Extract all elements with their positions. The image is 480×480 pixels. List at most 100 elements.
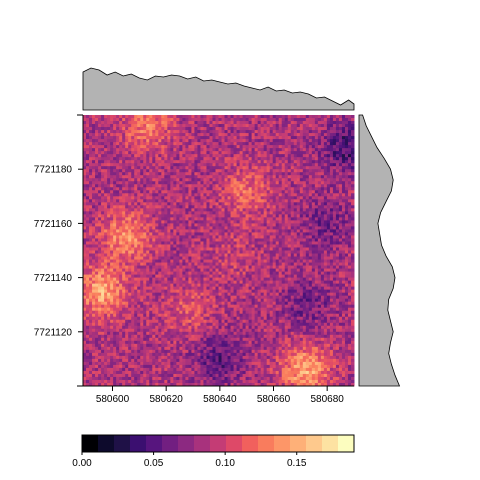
heatmap-cell — [128, 184, 132, 188]
heatmap-cell — [269, 271, 274, 276]
heatmap-cell — [173, 199, 177, 203]
heatmap-cell — [113, 187, 117, 191]
heatmap-cell — [239, 259, 244, 264]
heatmap-cell — [95, 169, 99, 173]
heatmap-cell — [149, 205, 153, 209]
heatmap-cell — [128, 277, 132, 282]
heatmap-cell — [314, 181, 319, 185]
heatmap-cell — [203, 151, 207, 155]
heatmap-cell — [230, 151, 235, 155]
heatmap-cell — [107, 229, 111, 233]
heatmap-cell — [221, 187, 226, 191]
heatmap-cell — [107, 265, 111, 270]
heatmap-cell — [269, 274, 274, 279]
heatmap-cell — [344, 166, 349, 170]
heatmap-cell — [131, 232, 135, 236]
heatmap-cell — [92, 160, 96, 164]
heatmap-cell — [335, 253, 340, 258]
heatmap-cell — [128, 250, 132, 255]
heatmap-cell — [266, 208, 271, 212]
heatmap-cell — [89, 160, 93, 164]
heatmap-cell — [236, 115, 241, 119]
heatmap-cell — [338, 118, 343, 122]
heatmap-cell — [83, 127, 87, 131]
heatmap-cell — [134, 199, 138, 203]
heatmap-cell — [158, 232, 162, 236]
heatmap-cell — [248, 220, 253, 224]
heatmap-cell — [92, 163, 96, 167]
heatmap-cell — [242, 121, 247, 125]
heatmap-cell — [281, 241, 286, 245]
heatmap-cell — [254, 256, 259, 261]
heatmap-cell — [122, 199, 126, 203]
heatmap-cell — [143, 214, 147, 218]
heatmap-cell — [281, 208, 286, 212]
heatmap-cell — [188, 145, 192, 149]
heatmap-cell — [329, 127, 334, 131]
heatmap-cell — [236, 208, 241, 212]
heatmap-cell — [173, 256, 177, 261]
heatmap-cell — [272, 226, 277, 230]
heatmap-cell — [107, 121, 111, 125]
heatmap-cell — [92, 133, 96, 137]
heatmap-cell — [230, 121, 235, 125]
heatmap-cell — [251, 157, 256, 161]
heatmap-cell — [170, 265, 174, 270]
heatmap-cell — [206, 265, 210, 270]
heatmap-cell — [284, 202, 289, 206]
heatmap-cell — [263, 193, 268, 197]
heatmap-cell — [317, 274, 322, 279]
heatmap-cell — [218, 178, 223, 182]
heatmap-cell — [275, 211, 280, 215]
heatmap-cell — [347, 181, 352, 185]
heatmap-cell — [185, 124, 189, 128]
heatmap-cell — [137, 238, 141, 242]
heatmap-cell — [320, 262, 325, 267]
heatmap-cell — [341, 193, 346, 197]
heatmap-cell — [308, 214, 313, 218]
heatmap-cell — [92, 178, 96, 182]
heatmap-cell — [104, 157, 108, 161]
heatmap-cell — [263, 181, 268, 185]
heatmap-cell — [212, 145, 216, 149]
heatmap-cell — [332, 157, 337, 161]
heatmap-cell — [125, 169, 129, 173]
heatmap-cell — [233, 253, 238, 258]
heatmap-cell — [113, 238, 117, 242]
heatmap-cell — [95, 157, 99, 161]
heatmap-cell — [305, 190, 310, 194]
heatmap-cell — [326, 229, 331, 233]
heatmap-cell — [290, 190, 295, 194]
heatmap-cell — [227, 154, 232, 158]
heatmap-cell — [326, 124, 331, 128]
heatmap-cell — [119, 202, 123, 206]
heatmap-cell — [233, 199, 238, 203]
heatmap-cell — [350, 262, 355, 267]
heatmap-cell — [200, 127, 204, 131]
heatmap-cell — [335, 136, 340, 140]
heatmap-cell — [278, 259, 283, 264]
heatmap-cell — [254, 196, 259, 200]
heatmap-cell — [251, 190, 256, 194]
heatmap-cell — [284, 133, 289, 137]
heatmap-cell — [140, 118, 144, 122]
heatmap-cell — [251, 181, 256, 185]
heatmap-cell — [278, 217, 283, 221]
heatmap-cell — [116, 166, 120, 170]
heatmap-cell — [284, 151, 289, 155]
heatmap-cell — [98, 256, 102, 261]
heatmap-cell — [206, 247, 210, 251]
heatmap-cell — [95, 163, 99, 167]
heatmap-cell — [89, 244, 93, 248]
heatmap-cell — [173, 187, 177, 191]
heatmap-cell — [167, 115, 171, 119]
heatmap-cell — [236, 148, 241, 152]
heatmap-cell — [167, 187, 171, 191]
heatmap-cell — [152, 223, 156, 227]
heatmap-cell — [341, 166, 346, 170]
heatmap-cell — [104, 148, 108, 152]
heatmap-cell — [185, 214, 189, 218]
heatmap-cell — [326, 238, 331, 242]
heatmap-cell — [143, 142, 147, 146]
heatmap-cell — [350, 241, 355, 245]
